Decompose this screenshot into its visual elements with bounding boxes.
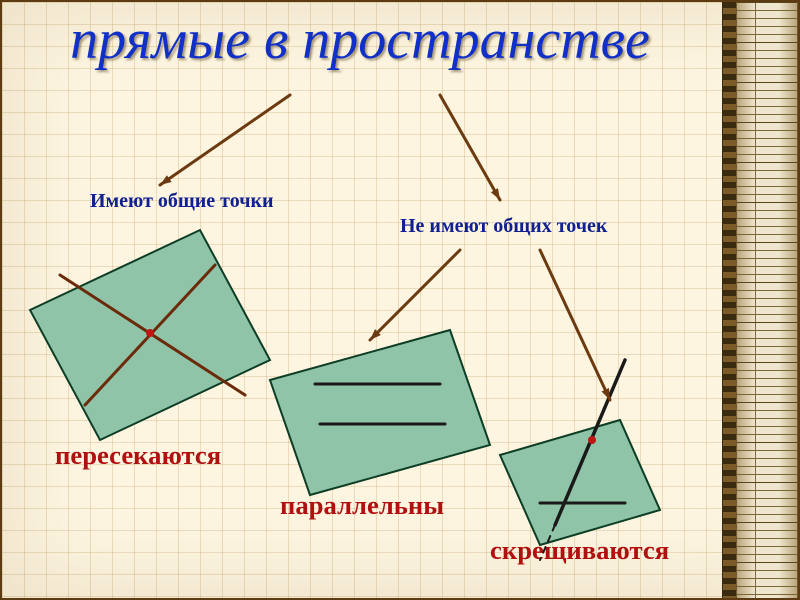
subhead-has-common-points: Имеют общие точки (90, 190, 274, 213)
ruler-decoration (736, 2, 798, 598)
subhead-no-common-points: Не имеют общих точек (400, 215, 607, 238)
caption-intersect: пересекаются (55, 440, 221, 471)
slide-stage: прямые в пространстве Имеют общие точки … (0, 0, 800, 600)
caption-parallel: параллельны (280, 490, 444, 521)
caption-skew: скрещиваются (490, 535, 669, 566)
slide-title: прямые в пространстве (0, 8, 720, 72)
